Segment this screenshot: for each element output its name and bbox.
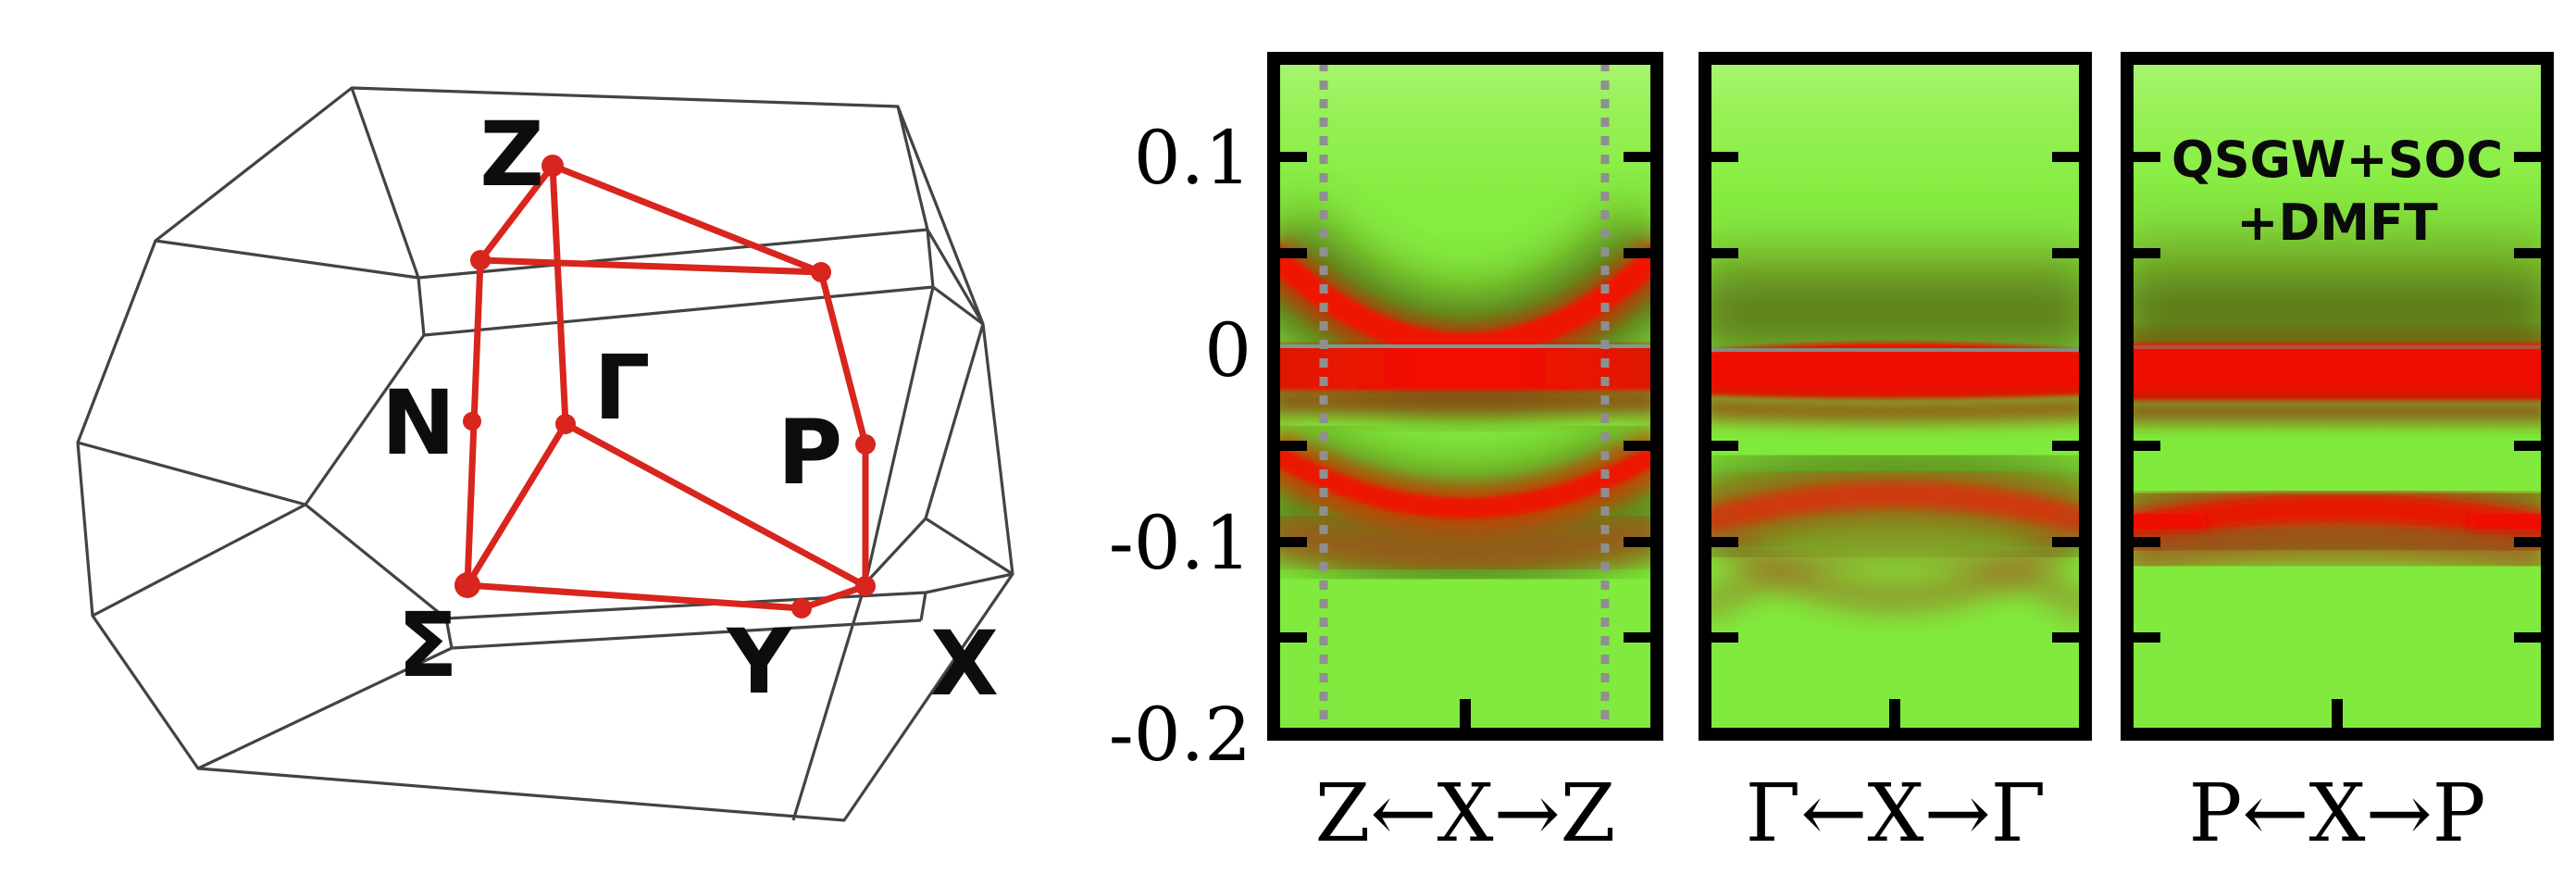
panel2-arch-band	[1705, 482, 2085, 534]
panel2-stripe-fringe	[1705, 395, 2085, 423]
panel3-ticks	[2127, 152, 2547, 734]
panel2-upper-shadow	[1705, 281, 2085, 345]
kpoint-x-dot	[855, 576, 876, 596]
panel1-incoherent-band	[1274, 512, 1657, 573]
panel1-fermi-stripe	[1274, 344, 1657, 391]
kpoint-z-dot	[541, 155, 564, 177]
ytick-m0p2: -0.2	[1109, 692, 1251, 778]
panel2-zero-line	[1705, 348, 2085, 352]
bz-label-x: X	[930, 612, 999, 716]
panel2-cross-band-a	[1705, 513, 2085, 609]
bz-wireframe	[76, 86, 1014, 822]
kpoint-y-dot	[791, 598, 812, 618]
bz-kpath-lines	[464, 162, 869, 612]
panel3-incoherent-band	[2127, 518, 2547, 577]
kpoint-edge-left-dot	[470, 250, 491, 270]
energy-axis-labels: 0.1 0 -0.1 -0.2	[1109, 115, 1251, 778]
panel1-zero-line	[1274, 344, 1657, 348]
bz-kpath	[464, 162, 869, 612]
spectral-panel-pxp: QSGW+SOC +DMFT	[2121, 52, 2554, 741]
spectral-panel-zxz	[1267, 52, 1663, 741]
kpoint-n-dot	[463, 412, 481, 431]
bz-label-y: Y	[726, 610, 792, 714]
ytick-0p1: 0.1	[1134, 115, 1251, 201]
bz-silhouette	[76, 86, 1014, 822]
bz-label-z: Z	[479, 103, 544, 206]
bz-kpoints	[454, 155, 876, 618]
panel3-lower-band-right-bright	[2467, 502, 2547, 546]
panel2-cross-band-b	[1705, 537, 2085, 621]
kpoint-p-dot	[855, 434, 876, 455]
kpoint-gamma-dot	[555, 414, 576, 434]
panel3-annotation-line2: +DMFT	[2236, 194, 2438, 252]
xlabel-panel2: Γ←X→Γ	[1746, 768, 2047, 860]
kpath-axis-labels: Z←X→Z Γ←X→Γ P←X→P	[1315, 768, 2486, 860]
ytick-0: 0	[1204, 307, 1251, 393]
panel3-lower-band-left-bright	[2127, 502, 2208, 546]
spectral-panel-gxg	[1699, 52, 2092, 741]
panel3-zero-line	[2127, 345, 2547, 349]
xlabel-panel3: P←X→P	[2188, 768, 2485, 860]
bz-label-gamma: Γ	[593, 336, 650, 440]
panel2-ticks	[1705, 152, 2085, 734]
ytick-m0p1: -0.1	[1109, 500, 1251, 586]
bz-label-p: P	[778, 401, 842, 505]
panel1-ticks	[1274, 152, 1657, 734]
kpoint-sigma-dot	[454, 572, 480, 598]
panel3-annotation-line1: QSGW+SOC	[2172, 131, 2503, 189]
bz-label-sigma: Σ	[397, 593, 458, 697]
bz-inner-edges	[77, 87, 1014, 821]
panel2-fermi-stripe	[1705, 343, 2085, 399]
panel3-stripe-fringe	[2127, 399, 2547, 423]
bz-label-n: N	[381, 371, 455, 475]
brillouin-zone-diagram: Z Γ N P Σ Y X	[76, 86, 1014, 822]
kpoint-edge-right-dot	[811, 262, 831, 282]
xlabel-panel1: Z←X→Z	[1315, 768, 1616, 860]
panel3-fermi-stripe	[2127, 343, 2547, 401]
